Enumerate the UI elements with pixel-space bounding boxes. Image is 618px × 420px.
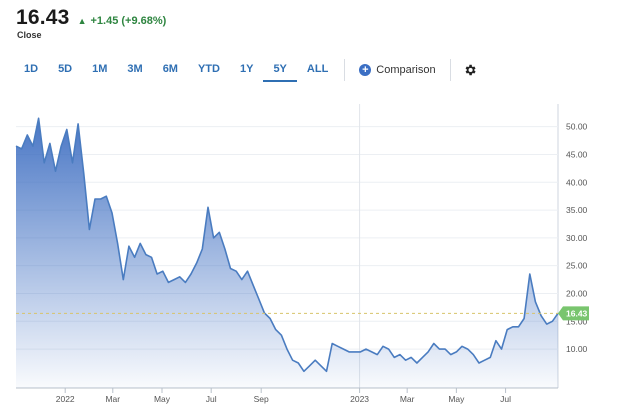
close-label: Close [17, 30, 42, 40]
x-tick-label: Mar [400, 394, 415, 404]
y-tick-label: 45.00 [566, 149, 588, 159]
x-tick-label: Mar [105, 394, 120, 404]
toolbar-divider [344, 59, 346, 81]
plus-circle-icon: + [359, 64, 372, 76]
last-price-tag-label: 16.43 [566, 308, 588, 318]
x-tick-label: 2022 [56, 394, 75, 404]
range-all-button[interactable]: ALL [306, 63, 329, 75]
range-1m-button[interactable]: 1M [92, 63, 108, 75]
x-tick-label: Jul [206, 394, 217, 404]
price-area [16, 118, 558, 389]
y-tick-label: 15.00 [566, 316, 588, 326]
range-6m-button[interactable]: 6M [162, 63, 178, 75]
range-3m-button[interactable]: 3M [127, 63, 143, 75]
price-chart[interactable]: 10.00 15.00 20.00 25.00 30.00 35.00 40.00 45.00… [0, 100, 618, 420]
range-5y-button[interactable]: 5Y [263, 58, 297, 82]
price-change: ▲ +1.45 (+9.68%) [78, 15, 167, 27]
x-tick-label: 2023 [350, 394, 369, 404]
comparison-label: Comparison [376, 64, 436, 76]
last-price-tag [558, 306, 589, 321]
up-arrow-icon: ▲ [77, 16, 87, 26]
last-price: 16.43 [16, 6, 70, 29]
settings-button[interactable] [457, 63, 483, 77]
y-tick-label: 30.00 [566, 233, 588, 243]
range-selector: 1D 5D 1M 3M 6M YTD 1Y 5Y ALL + Compariso… [14, 58, 483, 82]
x-tick-label: May [154, 394, 171, 404]
y-tick-label: 25.00 [566, 261, 588, 271]
range-1d-button[interactable]: 1D [24, 63, 39, 75]
range-ytd-button[interactable]: YTD [197, 63, 220, 75]
y-tick-label: 50.00 [566, 122, 588, 132]
gear-icon [465, 64, 476, 76]
y-tick-label: 40.00 [566, 177, 588, 187]
x-tick-label: Jul [500, 394, 511, 404]
y-tick-label: 35.00 [566, 205, 588, 215]
x-tick-label: May [448, 394, 465, 404]
x-tick-label: Sep [254, 394, 269, 404]
quote-header: 16.43 ▲ +1.45 (+9.68%) [16, 6, 166, 30]
comparison-button[interactable]: + Comparison [351, 64, 443, 76]
toolbar-divider [449, 59, 451, 81]
price-line [15, 117, 559, 373]
y-tick-label: 20.00 [566, 288, 588, 298]
y-tick-label: 10.00 [566, 344, 588, 354]
range-5d-button[interactable]: 5D [58, 63, 73, 75]
price-change-value: +1.45 (+9.68%) [90, 15, 167, 27]
range-1y-button[interactable]: 1Y [239, 63, 254, 75]
